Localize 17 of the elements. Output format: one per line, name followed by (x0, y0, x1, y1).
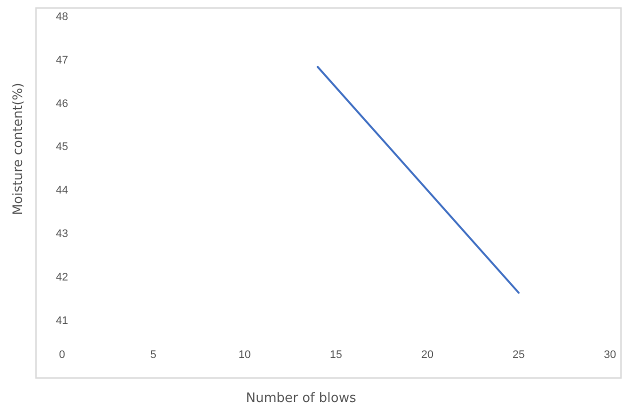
y-tick-label: 41 (56, 314, 68, 327)
y-tick-label: 47 (56, 54, 68, 66)
y-tick-label: 43 (56, 228, 68, 240)
y-tick-label: 48 (56, 10, 68, 23)
x-tick-label: 15 (330, 348, 342, 361)
x-tick-label: 10 (238, 348, 251, 361)
y-tick-label: 44 (56, 184, 68, 197)
x-tick-label: 5 (150, 348, 156, 361)
y-axis-title: Moisture content(%) (11, 82, 26, 216)
y-tick-label: 45 (56, 141, 68, 154)
y-tick-label: 46 (56, 98, 68, 110)
x-tick-label: 20 (421, 348, 434, 361)
x-axis-title: Number of blows (246, 391, 356, 406)
x-tick-label: 25 (512, 348, 525, 361)
y-tick-label: 42 (56, 271, 68, 284)
x-tick-label: 30 (604, 348, 616, 361)
x-tick-label: 0 (58, 348, 66, 361)
